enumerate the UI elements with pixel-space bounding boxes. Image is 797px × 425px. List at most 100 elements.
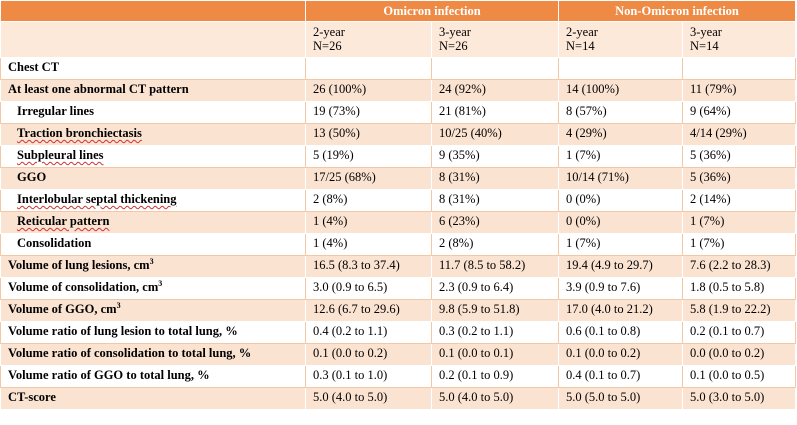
- table-cell: 19 (73%): [305, 101, 432, 124]
- row-label: Volume ratio of consolidation to total l…: [0, 343, 306, 366]
- section-row: Chest CT: [0, 57, 797, 80]
- table-row: Volume ratio of GGO to total lung, % 0.3…: [0, 365, 797, 388]
- table-row: GGO 17/25 (68%) 8 (31%) 10/14 (71%) 5 (3…: [0, 167, 797, 190]
- table-cell: 2 (8%): [430, 233, 560, 256]
- table-cell: 8 (31%): [430, 189, 560, 212]
- table-cell: 11 (79%): [682, 79, 797, 102]
- column-header: 2-year N=14: [558, 21, 684, 58]
- row-label: Irregular lines: [0, 101, 306, 124]
- table-cell: 3.0 (0.9 to 6.5): [305, 277, 432, 300]
- table-cell: 12.6 (6.7 to 29.6): [305, 299, 432, 322]
- row-label: Subpleural lines: [0, 145, 306, 168]
- section-title: Chest CT: [0, 57, 306, 80]
- table-cell: 5 (36%): [682, 145, 797, 168]
- table-cell: 0.2 (0.1 to 0.7): [682, 321, 797, 344]
- table-cell: 2 (8%): [305, 189, 432, 212]
- table-cell: 16.5 (8.3 to 37.4): [305, 255, 432, 278]
- table-cell: 10/14 (71%): [558, 167, 684, 190]
- table-cell: 5.0 (4.0 to 5.0): [430, 387, 560, 410]
- table-cell: 4/14 (29%): [682, 123, 797, 146]
- table-cell: 0.1 (0.0 to 0.1): [430, 343, 560, 366]
- table-cell: 24 (92%): [430, 79, 560, 102]
- table-cell: 5.0 (5.0 to 5.0): [558, 387, 684, 410]
- table-cell: 9 (35%): [430, 145, 560, 168]
- table-cell: 0 (0%): [558, 189, 684, 212]
- table-cell: 5.0 (3.0 to 5.0): [682, 387, 797, 410]
- table-cell: 17.0 (4.0 to 21.2): [558, 299, 684, 322]
- non-omicron-group-header: Non-Omicron infection: [558, 0, 797, 22]
- table-cell: 1 (4%): [305, 211, 432, 234]
- column-header: 3-year N=26: [430, 21, 560, 58]
- row-label: Volume of GGO, cm3: [0, 299, 306, 322]
- table-cell: 1.8 (0.5 to 5.8): [682, 277, 797, 300]
- table-cell: 0.4 (0.1 to 0.7): [558, 365, 684, 388]
- table-cell: 5.0 (4.0 to 5.0): [305, 387, 432, 410]
- table-row: Volume of consolidation, cm3 3.0 (0.9 to…: [0, 277, 797, 300]
- table-cell: 19.4 (4.9 to 29.7): [558, 255, 684, 278]
- table-cell: 5 (36%): [682, 167, 797, 190]
- table-cell: 1 (4%): [305, 233, 432, 256]
- row-label: Volume of lung lesions, cm3: [0, 255, 306, 278]
- table-cell: 0.4 (0.2 to 1.1): [305, 321, 432, 344]
- table-cell: 17/25 (68%): [305, 167, 432, 190]
- table-cell: 2 (14%): [682, 189, 797, 212]
- column-header-row: 2-year N=26 3-year N=26 2-year N=14 3-year N…: [0, 21, 797, 58]
- table-row: Volume of lung lesions, cm3 16.5 (8.3 to…: [0, 255, 797, 278]
- table-row: At least one abnormal CT pattern 26 (100…: [0, 79, 797, 102]
- table-cell: 1 (7%): [682, 233, 797, 256]
- table-cell: 1 (7%): [558, 145, 684, 168]
- table-cell: 1 (7%): [682, 211, 797, 234]
- table-cell: 11.7 (8.5 to 58.2): [430, 255, 560, 278]
- row-label: CT-score: [0, 387, 306, 410]
- table-cell: 0 (0%): [558, 211, 684, 234]
- table-row: Reticular pattern 1 (4%) 6 (23%) 0 (0%) …: [0, 211, 797, 234]
- table-cell: 4 (29%): [558, 123, 684, 146]
- table-cell: 21 (81%): [430, 101, 560, 124]
- table-cell: 3.9 (0.9 to 7.6): [558, 277, 684, 300]
- row-label: Interlobular septal thickening: [0, 189, 306, 212]
- group-header-row: Omicron infection Non-Omicron infection: [0, 0, 797, 22]
- table-cell: 2.3 (0.9 to 6.4): [430, 277, 560, 300]
- chest-ct-table: Omicron infection Non-Omicron infection …: [0, 0, 797, 410]
- table-row: Volume ratio of consolidation to total l…: [0, 343, 797, 366]
- table-row: Volume ratio of lung lesion to total lun…: [0, 321, 797, 344]
- table-cell: 0.3 (0.1 to 1.0): [305, 365, 432, 388]
- table-row: Volume of GGO, cm3 12.6 (6.7 to 29.6) 9.…: [0, 299, 797, 322]
- table-cell: 10/25 (40%): [430, 123, 560, 146]
- table-cell: 0.1 (0.0 to 0.2): [558, 343, 684, 366]
- table-cell: 1 (7%): [558, 233, 684, 256]
- column-header: 2-year N=26: [305, 21, 432, 58]
- table-row: Interlobular septal thickening 2 (8%) 8 …: [0, 189, 797, 212]
- row-label: Volume ratio of lung lesion to total lun…: [0, 321, 306, 344]
- table-cell: 0.1 (0.0 to 0.2): [305, 343, 432, 366]
- omicron-group-header: Omicron infection: [304, 0, 560, 22]
- table-cell: 5 (19%): [305, 145, 432, 168]
- table-cell: 6 (23%): [430, 211, 560, 234]
- row-label: Volume ratio of GGO to total lung, %: [0, 365, 306, 388]
- row-label: Volume of consolidation, cm3: [0, 277, 306, 300]
- header-corner: [0, 0, 306, 22]
- table-cell: 14 (100%): [558, 79, 684, 102]
- row-label: Reticular pattern: [0, 211, 306, 234]
- table-cell: 26 (100%): [305, 79, 432, 102]
- table-cell: 13 (50%): [305, 123, 432, 146]
- table-row: CT-score 5.0 (4.0 to 5.0) 5.0 (4.0 to 5.…: [0, 387, 797, 410]
- table-cell: 8 (31%): [430, 167, 560, 190]
- row-label: At least one abnormal CT pattern: [0, 79, 306, 102]
- table-cell: 8 (57%): [558, 101, 684, 124]
- table-cell: 0.0 (0.0 to 0.2): [682, 343, 797, 366]
- table-cell: 9.8 (5.9 to 51.8): [430, 299, 560, 322]
- table-row: Irregular lines 19 (73%) 21 (81%) 8 (57%…: [0, 101, 797, 124]
- table-row: Subpleural lines 5 (19%) 9 (35%) 1 (7%) …: [0, 145, 797, 168]
- table-row: Traction bronchiectasis 13 (50%) 10/25 (…: [0, 123, 797, 146]
- row-label: Consolidation: [0, 233, 306, 256]
- table-cell: 9 (64%): [682, 101, 797, 124]
- column-header: 3-year N=14: [682, 21, 797, 58]
- header-corner-2: [0, 21, 306, 58]
- table-cell: 5.8 (1.9 to 22.2): [682, 299, 797, 322]
- row-label: Traction bronchiectasis: [0, 123, 306, 146]
- table-cell: 7.6 (2.2 to 28.3): [682, 255, 797, 278]
- table-cell: 0.3 (0.2 to 1.1): [430, 321, 560, 344]
- table-cell: 0.2 (0.1 to 0.9): [430, 365, 560, 388]
- row-label: GGO: [0, 167, 306, 190]
